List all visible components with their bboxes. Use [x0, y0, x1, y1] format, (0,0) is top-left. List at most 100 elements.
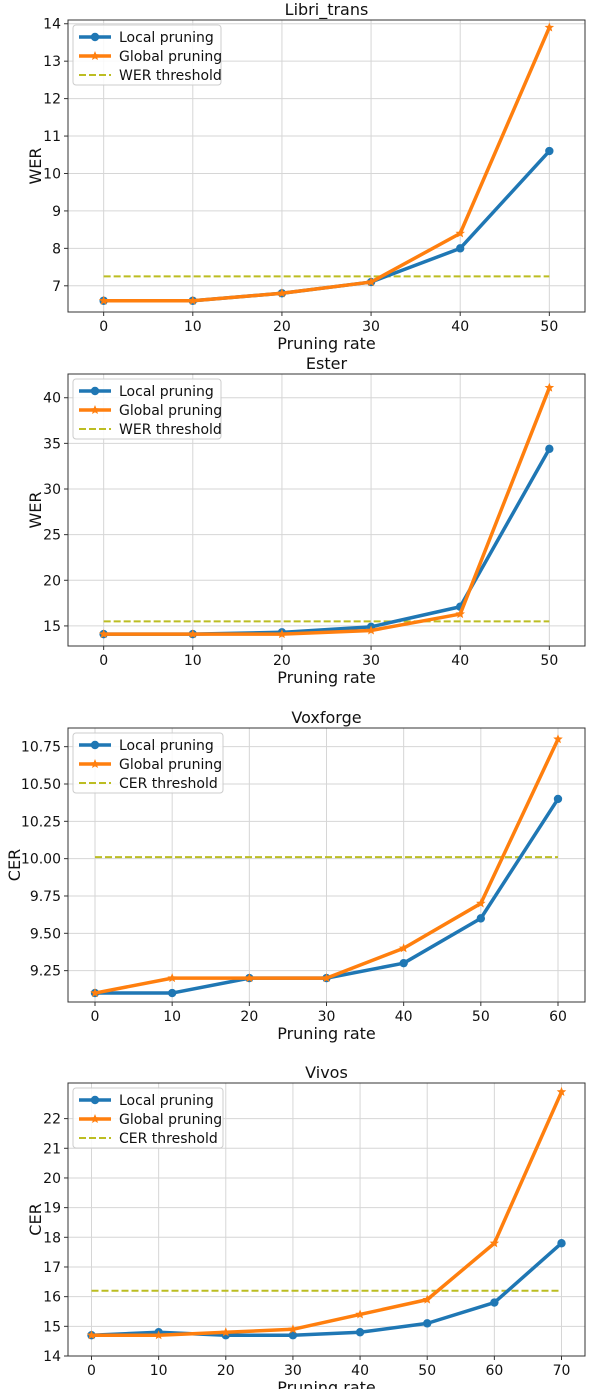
- chart-panel-1: 0 10 20 30 40 50 7 8 9 10 11 12 13 14 Libri_trans Pruni…: [26, 0, 586, 353]
- legend-global-marker: [90, 759, 100, 769]
- global-pruning-point: [221, 1327, 231, 1337]
- global-pruning-point: [489, 1238, 500, 1248]
- local-pruning-point: [545, 444, 554, 454]
- chart-title: Vivos: [305, 1063, 348, 1082]
- legend-box: [72, 732, 224, 794]
- y-tick-label: 20: [43, 573, 61, 589]
- legend-local-marker: [90, 32, 100, 42]
- chart-panel-2: 0 10 20 30 40 50 15 20 25 30 35 40 Ester Pruning rate…: [26, 354, 586, 687]
- legend-label: CER threshold: [119, 1131, 218, 1147]
- global-pruning-point: [366, 625, 376, 635]
- global-pruning-point: [98, 629, 109, 639]
- x-tick-label: 50: [540, 319, 558, 335]
- global-pruning-line: [91, 1091, 564, 1337]
- legend-label: WER threshold: [119, 68, 222, 84]
- y-tick-label: 9.25: [30, 964, 61, 980]
- x-tick-label: 20: [273, 319, 291, 335]
- y-tick-label: 13: [43, 54, 61, 70]
- global-pruning-point: [188, 629, 198, 639]
- legend-label: Local pruning: [119, 384, 214, 400]
- x-tick-label: 10: [184, 653, 202, 669]
- y-tick-label: 19: [43, 1201, 61, 1217]
- global-pruning-line: [103, 387, 551, 636]
- global-pruning-point: [544, 382, 555, 392]
- local-pruning-point: [355, 1328, 365, 1337]
- local-pruning-point: [476, 914, 486, 923]
- legend-label: Local pruning: [119, 30, 214, 46]
- y-tick-label: 14: [43, 17, 61, 33]
- chart-title: Ester: [306, 354, 348, 373]
- x-axis-label: Pruning rate: [277, 1378, 376, 1389]
- y-tick-label: 15: [43, 619, 61, 635]
- y-axis-label: CER: [26, 1203, 45, 1235]
- local-pruning-point: [557, 1239, 566, 1248]
- x-tick-label: 50: [418, 1363, 436, 1379]
- y-tick-label: 8: [52, 241, 61, 257]
- y-tick-label: 22: [43, 1112, 61, 1128]
- global-pruning-point: [86, 1330, 97, 1340]
- x-tick-label: 10: [163, 1009, 181, 1025]
- chart-title: Voxforge: [291, 708, 361, 727]
- y-tick-label: 10.00: [21, 852, 61, 868]
- y-tick-label: 10: [43, 166, 61, 182]
- chart-panel-4: 0 10 20 30 40 50 60 70 14 15 16 17 18 19 20 21 22 Vivos Pr…: [26, 1063, 586, 1389]
- global-pruning-point: [355, 1309, 365, 1319]
- x-tick-label: 0: [87, 1363, 96, 1379]
- x-tick-label: 20: [273, 653, 291, 669]
- y-axis-label: WER: [26, 491, 45, 528]
- legend-label: Local pruning: [119, 1093, 214, 1109]
- y-tick-label: 10.50: [21, 777, 61, 793]
- x-tick-label: 40: [451, 653, 469, 669]
- x-tick-label: 0: [91, 1009, 100, 1025]
- legend-label: Global pruning: [119, 49, 222, 65]
- legend-box: [72, 378, 222, 440]
- legend-label: Local pruning: [119, 738, 214, 754]
- x-tick-label: 40: [451, 319, 469, 335]
- global-pruning-point: [98, 295, 109, 305]
- x-axis-label: Pruning rate: [277, 1024, 376, 1043]
- global-pruning-point: [90, 988, 100, 998]
- global-pruning-point: [288, 1324, 298, 1334]
- x-tick-label: 30: [362, 653, 380, 669]
- global-pruning-point: [556, 1086, 567, 1096]
- global-pruning-point: [277, 288, 287, 298]
- y-tick-label: 9: [52, 204, 61, 220]
- plot-frame: [67, 373, 586, 647]
- x-tick-label: 30: [318, 1009, 336, 1025]
- local-pruning-point: [545, 146, 554, 156]
- local-pruning-point: [456, 244, 465, 253]
- global-pruning-point: [277, 629, 287, 639]
- legend-local-marker: [90, 740, 100, 750]
- x-tick-label: 20: [217, 1363, 235, 1379]
- y-axis-label: WER: [26, 147, 45, 184]
- x-tick-label: 40: [351, 1363, 369, 1379]
- local-pruning-point: [490, 1298, 499, 1307]
- y-tick-label: 17: [43, 1260, 61, 1276]
- y-tick-label: 20: [43, 1171, 61, 1187]
- legend-local-marker: [90, 1095, 100, 1105]
- global-pruning-point: [244, 973, 255, 983]
- x-tick-label: 10: [150, 1363, 168, 1379]
- global-pruning-line: [103, 26, 551, 303]
- y-tick-label: 12: [43, 92, 61, 108]
- local-pruning-point: [553, 794, 563, 804]
- global-pruning-point: [422, 1294, 432, 1304]
- local-pruning-point: [423, 1319, 432, 1328]
- local-pruning-point: [288, 1331, 298, 1340]
- y-tick-label: 7: [52, 279, 61, 295]
- x-tick-label: 50: [540, 653, 558, 669]
- x-tick-label: 50: [472, 1009, 490, 1025]
- y-tick-label: 30: [43, 482, 61, 498]
- legend-label: Global pruning: [119, 1112, 222, 1128]
- global-pruning-point: [321, 973, 332, 983]
- global-pruning-point: [153, 1330, 164, 1340]
- legend-global-marker: [90, 1114, 100, 1124]
- y-tick-label: 10.75: [21, 740, 61, 756]
- x-tick-label: 30: [284, 1363, 302, 1379]
- legend-label: Global pruning: [119, 403, 222, 419]
- legend-label: CER threshold: [119, 776, 218, 792]
- x-tick-label: 70: [553, 1363, 571, 1379]
- x-tick-label: 40: [395, 1009, 413, 1025]
- legend-local-marker: [90, 386, 100, 396]
